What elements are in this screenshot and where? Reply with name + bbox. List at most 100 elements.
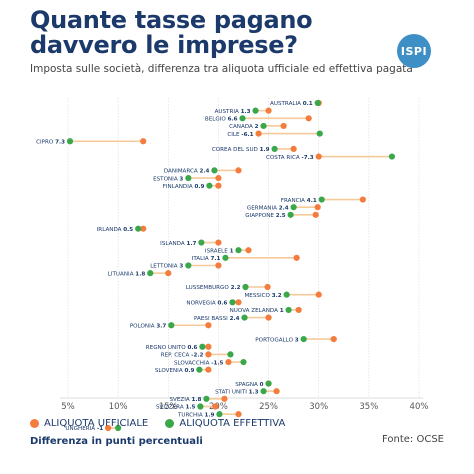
country-name: SVIZZERA <box>156 405 186 411</box>
diff-value: 2.4 <box>199 169 209 175</box>
effective-point <box>265 380 272 387</box>
diff-value: 1.3 <box>249 389 259 395</box>
country-name: NORVEGIA <box>186 301 217 307</box>
x-tick-label: 25% <box>259 402 278 412</box>
country-name: STATI UNITI <box>215 389 249 395</box>
effective-point <box>216 411 223 418</box>
effective-point <box>168 322 175 329</box>
diff-value: 0.6 <box>218 301 228 307</box>
effective-point <box>241 314 248 321</box>
country-label: GIAPPONE 2.5 <box>245 213 285 219</box>
diff-value: 3 <box>295 337 299 343</box>
official-point <box>205 322 212 329</box>
country-name: REGNO UNITO <box>146 345 188 351</box>
country-label: LITUANIA 1.8 <box>108 271 146 277</box>
effective-point <box>290 204 297 211</box>
diff-value: 7.1 <box>211 256 221 262</box>
country-label: POLONIA 3.7 <box>130 323 167 329</box>
diff-value: 1.7 <box>186 241 196 247</box>
country-label: BELGIO 6.6 <box>205 117 238 123</box>
diff-value: 1.3 <box>241 109 251 115</box>
country-name: TURCHIA <box>177 412 205 418</box>
diff-value: 6.6 <box>228 117 238 123</box>
x-tick-label: 40% <box>410 402 429 412</box>
country-name: POLONIA <box>130 323 157 329</box>
official-point <box>305 115 312 122</box>
country-label: ISLANDA 1.7 <box>160 241 196 247</box>
official-point <box>235 299 242 306</box>
country-name: SVEZIA <box>169 397 191 403</box>
x-tick-label: 30% <box>309 402 328 412</box>
diff-value: -6.1 <box>241 132 253 138</box>
country-label: NORVEGIA 0.6 <box>186 301 227 307</box>
official-point <box>295 306 302 314</box>
effective-point <box>316 130 323 137</box>
x-tick-label: 35% <box>359 402 378 412</box>
effective-point <box>199 343 206 350</box>
country-name: NUOVA ZELANDA <box>230 308 280 314</box>
country-label: FRANCIA 4.1 <box>281 198 317 204</box>
diff-value: 2.2 <box>231 285 241 291</box>
diff-value: 2.4 <box>230 316 240 322</box>
diff-value: -7.3 <box>301 155 313 161</box>
official-point <box>330 336 337 343</box>
country-name: MESSICO <box>244 293 271 299</box>
diff-value: 2 <box>255 124 259 130</box>
country-label: IRLANDA 0.5 <box>97 227 134 233</box>
official-point <box>140 225 147 232</box>
effective-point <box>388 153 396 160</box>
country-label: LETTONIA 3 <box>150 264 183 270</box>
official-point <box>140 138 147 145</box>
official-point <box>205 366 212 373</box>
diff-value: 1.9 <box>205 412 215 418</box>
diff-value: 0.1 <box>303 101 313 107</box>
country-name: PORTOGALLO <box>255 337 294 343</box>
country-name: LETTONIA <box>150 264 179 270</box>
diff-value: 2.5 <box>276 213 286 219</box>
diff-value: -1.5 <box>211 360 223 366</box>
country-name: ISRAELE <box>205 248 230 254</box>
country-label: ISRAELE 1 <box>205 248 234 254</box>
effective-point <box>285 306 292 314</box>
title-line-2: davvero le imprese? <box>30 31 298 59</box>
effective-point <box>66 138 74 145</box>
diff-value: 0.6 <box>187 345 197 351</box>
title-line-1: Quante tasse pagano <box>30 6 313 34</box>
x-tick-label: 10% <box>109 402 128 412</box>
official-point <box>165 270 172 277</box>
country-label: COSTA RICA -7.3 <box>266 155 314 161</box>
country-name: BELGIO <box>205 117 228 123</box>
country-name: GERMANIA <box>247 205 279 211</box>
country-label: DANIMARCA 2.4 <box>164 169 210 175</box>
x-tick-label: 5% <box>61 402 75 412</box>
diff-value: 0.9 <box>184 368 194 374</box>
official-point <box>205 351 212 358</box>
diff-value: 7.3 <box>55 139 65 145</box>
effective-point <box>115 424 122 432</box>
country-name: CILE <box>227 132 241 138</box>
country-label: CIPRO 7.3 <box>36 139 65 145</box>
country-label: SLOVACCHIA -1.5 <box>174 360 224 366</box>
effective-point <box>283 291 290 298</box>
country-name: SPAGNA <box>235 382 259 388</box>
effective-point <box>227 351 234 358</box>
effective-point <box>242 283 249 291</box>
country-name: AUSTRALIA <box>270 101 303 107</box>
diff-value: 0.5 <box>123 227 133 233</box>
country-label: COREA DEL SUD 1.9 <box>212 147 270 153</box>
footnote: Differenza in punti percentuali <box>30 436 203 447</box>
legend-official-label: ALIQUOTA UFFICIALE <box>44 418 149 429</box>
effective-point <box>300 336 307 343</box>
official-point <box>265 314 272 321</box>
diff-value: 2.4 <box>279 205 289 211</box>
effective-point <box>260 388 267 395</box>
effective-point <box>239 115 246 122</box>
official-point <box>290 145 297 152</box>
legend-effective-label: ALIQUOTA EFFETTIVA <box>179 418 286 429</box>
diff-value: 1.9 <box>260 147 270 153</box>
country-label: SLOVENIA 0.9 <box>155 368 195 374</box>
country-name: ITALIA <box>192 256 211 262</box>
country-name: FINLANDIA <box>163 184 195 190</box>
country-name: ISLANDA <box>160 241 186 247</box>
effective-point <box>235 247 242 254</box>
